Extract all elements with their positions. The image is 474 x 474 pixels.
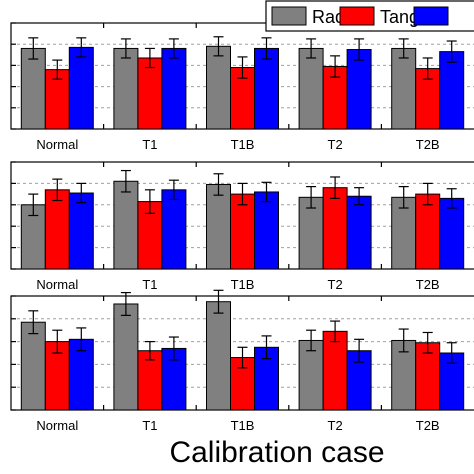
bar-t1-rad	[113, 303, 139, 411]
legend-swatch	[413, 6, 449, 26]
category-label: T1B	[231, 418, 255, 433]
bar-t1b-tang	[230, 193, 255, 270]
bar-t1b-rad	[206, 301, 231, 411]
legend-label: Tang	[380, 7, 419, 27]
category-label: Normal	[36, 137, 78, 152]
bar-t1-series-3	[161, 47, 187, 130]
legend: Rad Tang	[265, 0, 474, 32]
bar-t2b-series-3	[439, 197, 465, 270]
legend-swatch	[271, 6, 307, 26]
panel-2: Normal T1 T1B T2 T2B	[10, 161, 474, 292]
panel-1: Normal T1 T1B T2 T2B	[10, 22, 474, 152]
bar-normal-series-3	[68, 46, 94, 130]
bar-t2-tang	[322, 330, 348, 411]
bar-t2-rad	[298, 47, 324, 130]
bar-normal-rad	[20, 321, 46, 411]
bar-t2-tang	[322, 65, 348, 130]
bar-t1b-series-3	[254, 47, 279, 130]
bar-normal-rad	[20, 47, 46, 130]
bar-t1-rad	[113, 180, 139, 270]
bar-t2b-rad	[391, 47, 417, 130]
category-label: Normal	[36, 277, 78, 292]
bar-t1b-rad	[206, 45, 231, 130]
bar-normal-tang	[44, 189, 70, 270]
category-label: T1	[142, 277, 157, 292]
category-label: T2B	[416, 277, 440, 292]
category-label: T1	[142, 137, 157, 152]
bar-t1-rad	[113, 47, 139, 130]
bar-normal-series-3	[68, 192, 94, 270]
category-label: T1B	[231, 137, 255, 152]
category-label: T2B	[416, 137, 440, 152]
bar-t1b-rad	[206, 183, 231, 270]
legend-swatch	[339, 6, 375, 26]
legend-label: Rad	[312, 7, 345, 27]
bar-t1-series-3	[161, 189, 187, 270]
bar-t2b-series-3	[439, 51, 465, 130]
category-label: T2	[328, 277, 343, 292]
category-label: T2B	[416, 418, 440, 433]
category-label: T2	[328, 418, 343, 433]
bar-t2-tang	[322, 187, 348, 270]
category-label: Normal	[36, 418, 78, 433]
bar-t2b-tang	[415, 342, 441, 411]
bar-t1b-series-3	[254, 191, 279, 270]
category-label: T1B	[231, 277, 255, 292]
x-axis-title: Calibration case	[169, 436, 385, 469]
category-label: T2	[328, 137, 343, 152]
bar-t2-series-3	[346, 195, 372, 270]
category-label: T1	[142, 418, 157, 433]
bar-t1-tang	[137, 57, 163, 130]
bar-t2-series-3	[346, 49, 372, 130]
panel-3: Normal T1 T1B T2 T2B	[10, 289, 474, 433]
